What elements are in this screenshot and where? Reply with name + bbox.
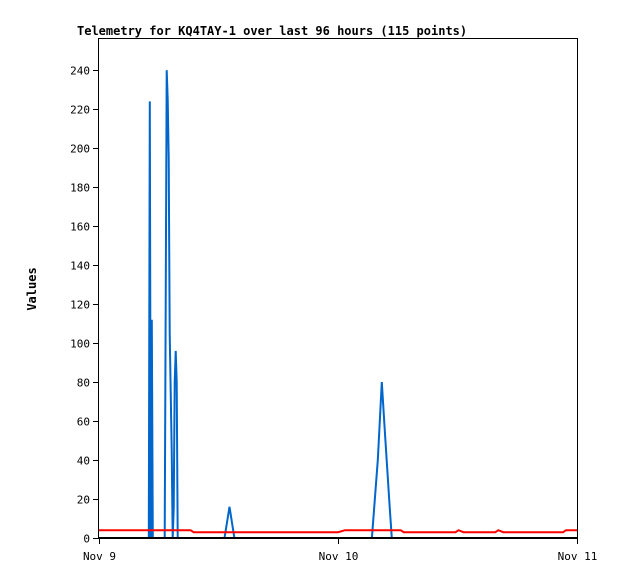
y-tick-label: 240: [70, 65, 90, 78]
x-tick-label: Nov 10: [319, 550, 359, 563]
y-axis: 0 20 40 60 80 100 120 140 160 180 200 220 240: [70, 65, 99, 546]
y-tick-label: 0: [83, 533, 90, 546]
y-tick-label: 120: [70, 299, 90, 312]
y-tick-label: 160: [70, 221, 90, 234]
series-group: [99, 70, 577, 539]
y-tick-label: 140: [70, 260, 90, 273]
y-tick-label: 200: [70, 143, 90, 156]
y-tick-label: 180: [70, 182, 90, 195]
y-tick-label: 220: [70, 104, 90, 117]
x-tick-label: Nov 9: [83, 550, 116, 563]
y-tick-label: 80: [77, 377, 90, 390]
x-axis: Nov 9 Nov 10 Nov 11: [83, 538, 597, 563]
x-tick-label: Nov 11: [558, 550, 598, 563]
y-tick-label: 100: [70, 338, 90, 351]
y-tick-label: 60: [77, 416, 90, 429]
series-line-2: [99, 529, 577, 534]
y-tick-label: 20: [77, 494, 90, 507]
y-tick-label: 40: [77, 455, 90, 468]
y-axis-label: Values: [25, 267, 39, 310]
series-line-1: [99, 70, 577, 539]
chart-title: Telemetry for KQ4TAY-1 over last 96 hour…: [77, 24, 467, 38]
